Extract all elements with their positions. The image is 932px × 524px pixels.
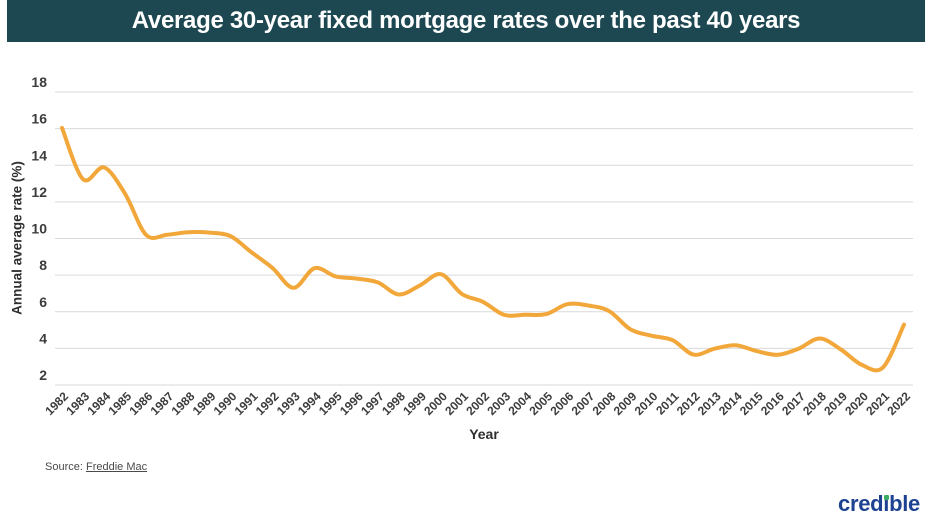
y-tick-label-4: 4 — [39, 330, 47, 346]
credible-logo: credı ble — [838, 492, 920, 516]
chart-title: Average 30-year fixed mortgage rates ove… — [131, 7, 801, 34]
credible-logo-text: credı ble — [838, 491, 920, 516]
logo-green-dot-icon — [883, 495, 889, 501]
y-tick-label-2: 2 — [39, 367, 47, 383]
y-tick-label-16: 16 — [31, 111, 47, 127]
chart-title-banner: Average 30-year fixed mortgage rates ove… — [7, 0, 925, 42]
rate-line-series — [60, 125, 906, 373]
y-tick-label-8: 8 — [39, 257, 47, 273]
logo-letter-i: ı — [883, 491, 890, 516]
mortgage-rate-line-chart: 2468101214161819821983198419851986198719… — [31, 74, 913, 418]
y-tick-label-6: 6 — [39, 294, 47, 310]
y-tick-label-18: 18 — [31, 74, 47, 90]
source-attribution: Source: Freddie Mac — [45, 461, 147, 473]
source-link[interactable]: Freddie Mac — [85, 461, 148, 473]
y-tick-label-10: 10 — [31, 221, 47, 237]
source-prefix: Source: — [45, 461, 86, 473]
x-axis-title: Year — [469, 426, 499, 442]
x-tick-label-2022: 2022 — [884, 389, 913, 418]
y-tick-label-14: 14 — [31, 147, 47, 163]
y-axis-title: Annual average rate (%) — [9, 161, 25, 315]
y-tick-label-12: 12 — [31, 184, 47, 200]
